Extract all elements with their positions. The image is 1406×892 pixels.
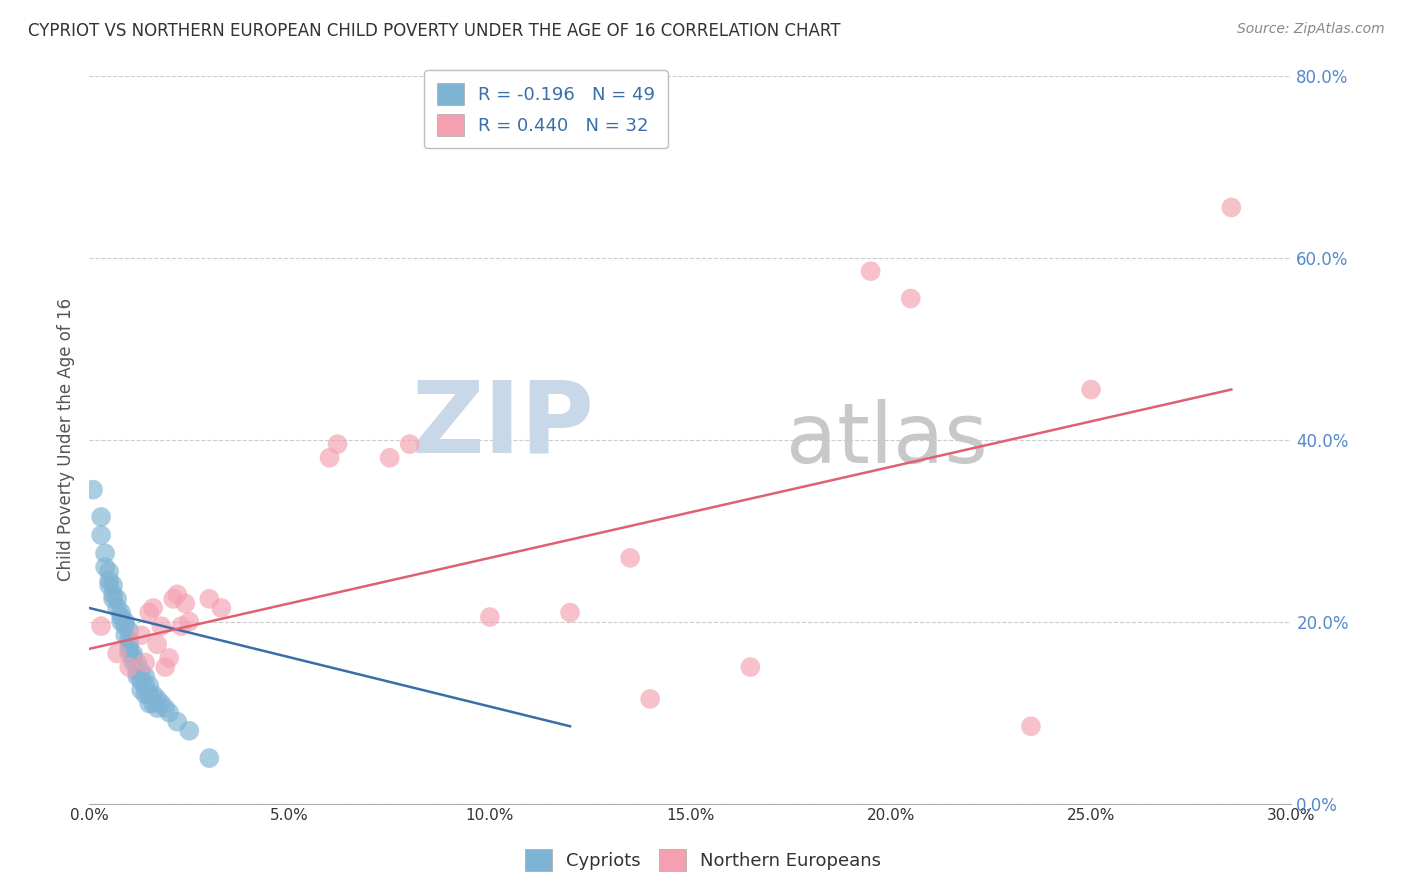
Point: [129, 682, 152, 697]
Point: [1019, 719, 1042, 733]
Y-axis label: Child Poverty Under the Age of 16: Child Poverty Under the Age of 16: [58, 298, 75, 581]
Point: [134, 678, 156, 692]
Text: CYPRIOT VS NORTHERN EUROPEAN CHILD POVERTY UNDER THE AGE OF 16 CORRELATION CHART: CYPRIOT VS NORTHERN EUROPEAN CHILD POVER…: [28, 22, 841, 40]
Point: [198, 751, 221, 765]
Point: [134, 669, 156, 683]
Point: [129, 628, 152, 642]
Point: [114, 628, 136, 642]
Point: [90, 510, 112, 524]
Legend: R = -0.196   N = 49, R = 0.440   N = 32: R = -0.196 N = 49, R = 0.440 N = 32: [425, 70, 668, 148]
Point: [150, 619, 173, 633]
Point: [558, 606, 581, 620]
Point: [170, 619, 193, 633]
Point: [118, 624, 141, 638]
Point: [118, 660, 141, 674]
Point: [398, 437, 420, 451]
Point: [98, 574, 121, 588]
Point: [157, 651, 180, 665]
Point: [110, 606, 132, 620]
Point: [138, 606, 160, 620]
Point: [105, 647, 128, 661]
Point: [94, 560, 117, 574]
Point: [105, 601, 128, 615]
Point: [118, 632, 141, 647]
Point: [134, 656, 156, 670]
Point: [98, 578, 121, 592]
Point: [619, 550, 641, 565]
Point: [146, 637, 169, 651]
Point: [138, 697, 160, 711]
Point: [142, 697, 165, 711]
Point: [179, 615, 201, 629]
Point: [326, 437, 349, 451]
Point: [122, 647, 145, 661]
Point: [134, 687, 156, 701]
Point: [209, 601, 232, 615]
Point: [82, 483, 104, 497]
Point: [378, 450, 401, 465]
Point: [105, 591, 128, 606]
Point: [118, 647, 141, 661]
Point: [101, 578, 124, 592]
Point: [114, 619, 136, 633]
Text: ZIP: ZIP: [411, 376, 595, 474]
Point: [146, 692, 169, 706]
Point: [1080, 383, 1102, 397]
Point: [198, 591, 221, 606]
Point: [478, 610, 501, 624]
Point: [740, 660, 762, 674]
Point: [155, 660, 177, 674]
Point: [90, 528, 112, 542]
Point: [98, 565, 121, 579]
Point: [900, 292, 922, 306]
Point: [101, 591, 124, 606]
Point: [90, 619, 112, 633]
Point: [162, 591, 184, 606]
Point: [155, 701, 177, 715]
Point: [179, 723, 201, 738]
Point: [127, 665, 149, 679]
Point: [114, 615, 136, 629]
Point: [118, 637, 141, 651]
Point: [146, 701, 169, 715]
Point: [118, 641, 141, 656]
Legend: Cypriots, Northern Europeans: Cypriots, Northern Europeans: [517, 842, 889, 879]
Point: [150, 697, 173, 711]
Point: [101, 587, 124, 601]
Text: atlas: atlas: [786, 399, 988, 480]
Point: [129, 673, 152, 688]
Point: [318, 450, 340, 465]
Point: [138, 687, 160, 701]
Point: [142, 601, 165, 615]
Point: [174, 596, 197, 610]
Point: [122, 651, 145, 665]
Point: [110, 615, 132, 629]
Point: [166, 587, 188, 601]
Point: [129, 665, 152, 679]
Point: [94, 546, 117, 560]
Point: [142, 687, 165, 701]
Point: [166, 714, 188, 729]
Point: [110, 610, 132, 624]
Point: [122, 656, 145, 670]
Point: [127, 656, 149, 670]
Point: [138, 678, 160, 692]
Point: [638, 692, 661, 706]
Point: [859, 264, 882, 278]
Text: Source: ZipAtlas.com: Source: ZipAtlas.com: [1237, 22, 1385, 37]
Point: [157, 706, 180, 720]
Point: [127, 669, 149, 683]
Point: [1220, 201, 1243, 215]
